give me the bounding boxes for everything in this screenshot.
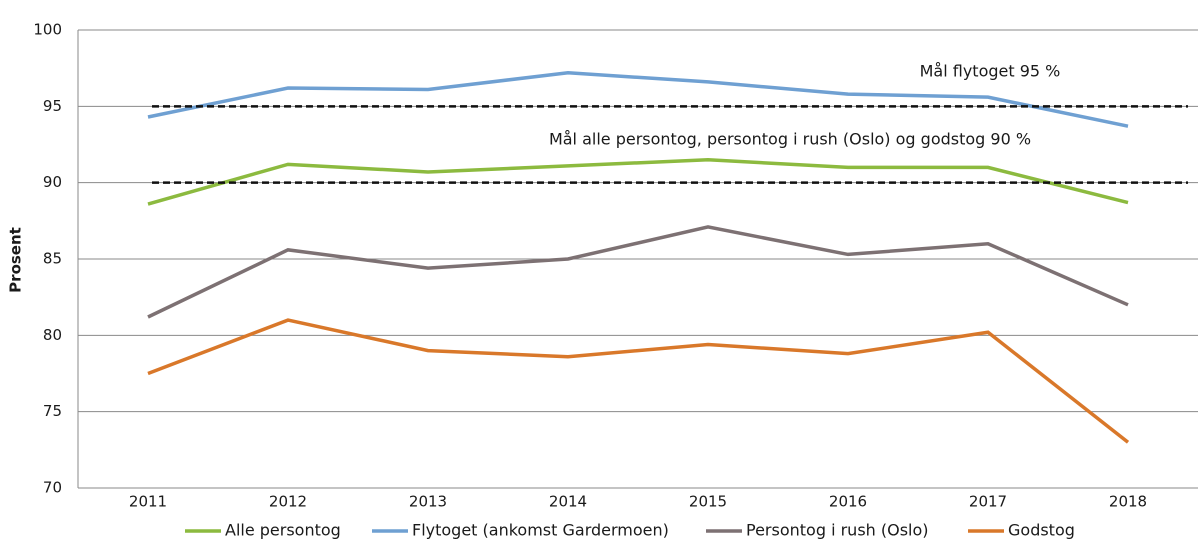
y-axis-label: Prosent xyxy=(7,227,25,293)
y-tick-label: 100 xyxy=(33,21,62,39)
series-line xyxy=(147,70,1129,128)
x-tick-label: 2017 xyxy=(969,493,1007,511)
x-tick-label: 2014 xyxy=(549,493,587,511)
y-tick-label: 95 xyxy=(43,97,62,115)
reference-label: Mål alle persontog, persontog i rush (Os… xyxy=(549,130,1031,149)
y-tick-label: 70 xyxy=(43,479,62,497)
x-tick-label: 2013 xyxy=(409,493,447,511)
x-tick-label: 2012 xyxy=(269,493,307,511)
x-tick-label: 2015 xyxy=(689,493,727,511)
y-tick-label: 90 xyxy=(43,173,62,191)
series-line xyxy=(147,318,1130,444)
reference-label: Mål flytoget 95 % xyxy=(920,62,1061,81)
legend-label: Flytoget (ankomst Gardermoen) xyxy=(412,521,669,540)
x-tick-label: 2016 xyxy=(829,493,867,511)
legend-label: Persontog i rush (Oslo) xyxy=(746,521,929,540)
y-tick-label: 85 xyxy=(43,250,62,268)
series-line xyxy=(147,225,1129,319)
series-line xyxy=(147,158,1129,206)
x-tick-label: 2011 xyxy=(129,493,167,511)
x-tick-label: 2018 xyxy=(1109,493,1147,511)
y-tick-label: 80 xyxy=(43,326,62,344)
legend-label: Godstog xyxy=(1008,521,1075,540)
y-tick-label: 75 xyxy=(43,402,62,420)
legend-label: Alle persontog xyxy=(225,521,341,540)
